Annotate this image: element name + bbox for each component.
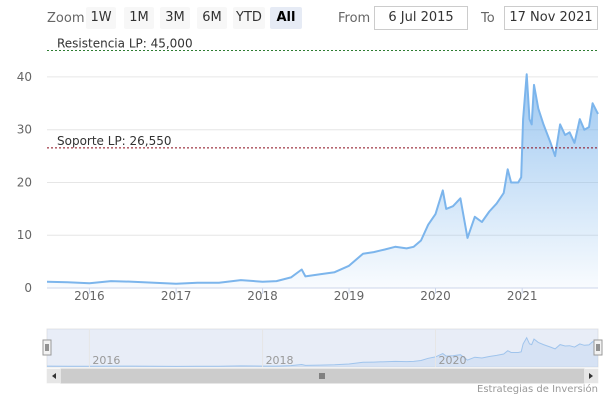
zoom-1w-button[interactable]: 1W xyxy=(86,7,116,29)
series-line xyxy=(46,73,599,285)
series-area-fill xyxy=(47,74,598,288)
navigator[interactable]: 2016 2018 2020 xyxy=(42,328,603,368)
navigator-tick-label: 2016 xyxy=(92,354,120,367)
zoom-ytd-button[interactable]: YTD xyxy=(233,7,265,29)
arrow-left-icon xyxy=(52,373,56,379)
from-label: From xyxy=(338,11,371,26)
zoom-all-button[interactable]: All xyxy=(270,7,302,29)
range-selector-toolbar: Zoom 1W 1M 3M 6M YTD All From 6 Jul 2015… xyxy=(0,0,612,38)
navigator-left-handle[interactable] xyxy=(42,339,52,356)
x-tick-label: 2017 xyxy=(161,289,192,303)
handle-body[interactable] xyxy=(593,339,603,356)
y-tick-label: 30 xyxy=(17,123,32,137)
zoom-3m-button[interactable]: 3M xyxy=(160,7,190,29)
scrollbar[interactable] xyxy=(46,368,599,384)
x-tick-label: 2020 xyxy=(420,289,451,303)
arrow-right-icon xyxy=(589,373,593,379)
handle-body[interactable] xyxy=(42,339,52,356)
x-tick-label: 2019 xyxy=(334,289,365,303)
plot-lines: Resistencia LP: 45,000 Soporte LP: 26,550 xyxy=(47,37,598,149)
navigator-right-handle[interactable] xyxy=(593,339,603,356)
navigator-series-fill xyxy=(47,337,598,367)
to-date-input[interactable]: 17 Nov 2021 xyxy=(504,6,598,30)
zoom-1m-button[interactable]: 1M xyxy=(124,7,154,29)
resistance-line-label: Resistencia LP: 45,000 xyxy=(57,37,193,51)
x-tick-label: 2018 xyxy=(247,289,278,303)
navigator-tick-label: 2018 xyxy=(266,354,294,367)
support-line-label: Soporte LP: 26,550 xyxy=(57,134,172,148)
y-tick-label: 0 xyxy=(24,281,32,295)
x-tick-label: 2016 xyxy=(74,289,105,303)
from-date-input[interactable]: 6 Jul 2015 xyxy=(374,6,468,30)
navigator-selection[interactable] xyxy=(47,329,598,367)
x-axis: 2016 2017 2018 2019 2020 2021 xyxy=(47,287,598,303)
to-label: To xyxy=(481,11,495,26)
y-tick-label: 20 xyxy=(17,175,32,189)
navigator-series-line xyxy=(46,336,599,367)
y-tick-label: 10 xyxy=(17,228,32,242)
x-tick-label: 2021 xyxy=(507,289,538,303)
navigator-tick-label: 2020 xyxy=(438,354,466,367)
y-axis-ticks: 0 10 20 30 40 xyxy=(17,70,32,295)
credits-text: Estrategias de Inversión xyxy=(477,384,598,395)
y-tick-label: 40 xyxy=(17,70,32,84)
zoom-label: Zoom xyxy=(47,11,85,26)
zoom-6m-button[interactable]: 6M xyxy=(197,7,227,29)
navigator-background xyxy=(46,328,599,368)
series-area xyxy=(46,73,599,288)
